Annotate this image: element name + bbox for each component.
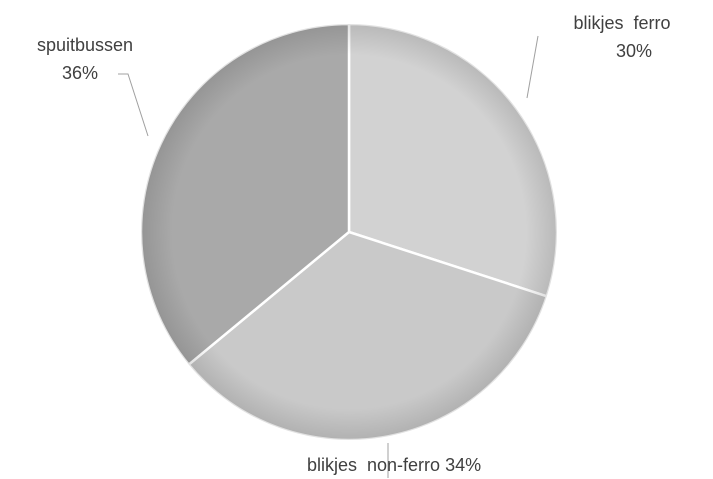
leader-line — [118, 73, 149, 137]
category-label: blikjes non-ferro — [307, 455, 440, 475]
value-label: 34% — [445, 455, 481, 475]
data-label: blikjes non-ferro 34% — [307, 455, 481, 475]
value-label: 30% — [616, 41, 652, 61]
leader-line — [526, 35, 539, 99]
category-label: blikjes ferro — [573, 13, 670, 33]
category-label: spuitbussen — [37, 35, 133, 55]
value-label: 36% — [62, 63, 98, 83]
